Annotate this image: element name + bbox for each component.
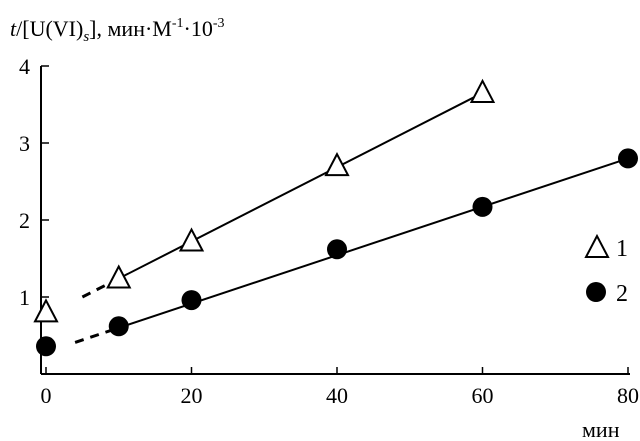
- title-t: t: [10, 16, 17, 41]
- title-exp3: -3: [213, 16, 225, 31]
- title-m: M: [152, 16, 172, 41]
- series-1-point: [324, 151, 350, 177]
- x-tick-label: 0: [41, 383, 52, 408]
- series-1-point: [469, 78, 496, 103]
- y-tick-label: 2: [19, 208, 30, 233]
- chart-title: t/[U(VI)s], мин·M-1·10-3: [10, 16, 225, 45]
- series-2-point: [108, 316, 129, 337]
- x-tick-label: 60: [472, 383, 494, 408]
- title-exp1: -1: [172, 16, 184, 31]
- title-dot: ·10: [184, 16, 213, 41]
- series-1-point: [106, 264, 132, 289]
- series-2-point: [618, 148, 638, 169]
- legend-label-2: 2: [616, 281, 628, 307]
- legend: 1 2: [584, 233, 628, 307]
- x-tick-label: 80: [617, 383, 639, 408]
- fit-lines: [74, 92, 629, 344]
- series-1-fit-line: [118, 92, 483, 280]
- title-conc: /[U(VI): [16, 16, 83, 41]
- legend-label-1: 1: [616, 236, 628, 262]
- legend-marker-circle: [586, 282, 606, 302]
- series-2-fit-line: [118, 157, 629, 329]
- series-2-point: [472, 196, 493, 217]
- x-tick-label: 20: [181, 383, 203, 408]
- series-2-point: [181, 290, 202, 311]
- x-axis-label: мин: [582, 417, 620, 441]
- y-tick-label: 1: [19, 285, 30, 310]
- series-1-point: [33, 298, 59, 323]
- legend-marker-triangle: [584, 233, 610, 258]
- series-1-point: [178, 227, 205, 252]
- y-tick-label: 3: [19, 131, 30, 156]
- title-units: ], мин·: [89, 16, 152, 41]
- series-2-point: [327, 239, 347, 260]
- y-tick-label: 4: [19, 54, 30, 79]
- tick-group: 0 20 40 60 80 1 2 3 4: [19, 54, 639, 408]
- title-sub-s: s: [83, 29, 89, 45]
- x-tick-label: 40: [326, 383, 348, 408]
- series-2-point: [36, 336, 56, 357]
- data-points: [33, 78, 638, 357]
